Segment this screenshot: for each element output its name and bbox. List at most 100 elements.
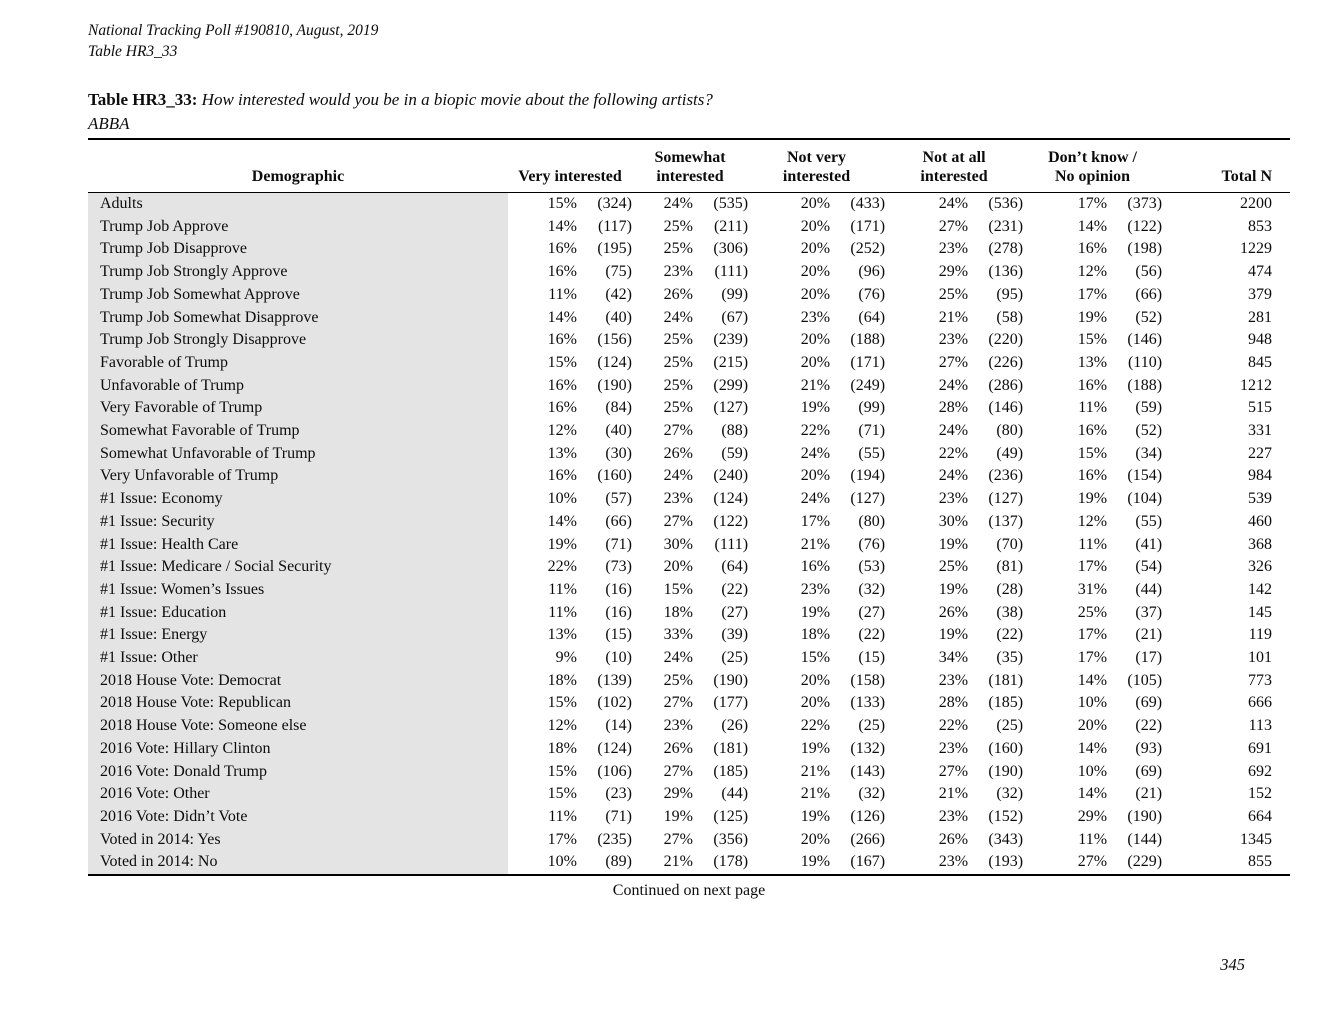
count-cell: (59) (721, 444, 749, 462)
count-cell: (299) (713, 376, 749, 394)
demographic-cell: Trump Job Disapprove (88, 238, 508, 262)
count-cell: (127) (988, 490, 1024, 508)
count-cell: (190) (597, 376, 632, 394)
count-cell: (64) (721, 558, 749, 576)
count-cell: (15) (605, 626, 632, 644)
count-cell: (44) (721, 785, 749, 803)
count-cell: (42) (605, 285, 632, 303)
count-cell: (143) (850, 762, 886, 780)
demographic-cell: 2018 House Vote: Republican (88, 692, 508, 716)
percent-cell: 27% (663, 762, 693, 780)
percent-cell: 11% (1078, 399, 1108, 417)
percent-cell: 23% (938, 490, 969, 508)
percent-cell: 12% (547, 717, 577, 735)
count-cell: (30) (605, 444, 632, 462)
demographic-cell: #1 Issue: Education (88, 601, 508, 625)
percent-cell: 15% (1077, 444, 1108, 462)
table-row: 2016 Vote: Other 15% (23) 29% (44) 21% (32) 21%… (88, 783, 1290, 806)
table-row: Voted in 2014: Yes 17% (235) 27% (356) 20% (26… (88, 828, 1290, 852)
demographic-cell: Somewhat Favorable of Trump (88, 420, 508, 443)
demographic-cell: 2016 Vote: Didn’t Vote (88, 805, 508, 829)
table-row: Trump Job Disapprove 16% (195) 25% (306) 20% (… (88, 238, 1290, 262)
count-cell: (127) (850, 490, 886, 508)
count-cell: (38) (996, 603, 1024, 621)
percent-cell: 15% (547, 762, 577, 780)
percent-cell: 22% (938, 444, 969, 462)
col-header-very-interested: Very interested (508, 139, 632, 193)
percent-cell: 9% (555, 649, 577, 667)
percent-cell: 22% (547, 558, 577, 576)
percent-cell: 25% (938, 285, 969, 303)
percent-cell: 24% (663, 195, 693, 212)
percent-cell: 13% (547, 626, 577, 644)
percent-cell: 26% (663, 444, 693, 462)
table-row: #1 Issue: Energy 13% (15) 33% (39) 18% (22) 19%… (88, 624, 1290, 648)
count-cell: (220) (988, 331, 1024, 349)
percent-cell: 24% (938, 422, 969, 440)
table-title-question: How interested would you be in a biopic … (201, 90, 713, 109)
demographic-cell: 2016 Vote: Donald Trump (88, 760, 508, 784)
col-header-somewhat-interested: Somewhat interested (632, 139, 749, 193)
count-cell: (105) (1127, 671, 1163, 689)
percent-cell: 24% (800, 444, 831, 462)
percent-cell: 18% (547, 671, 577, 689)
count-cell: (193) (988, 853, 1024, 871)
percent-cell: 21% (800, 376, 831, 394)
table-row: Trump Job Somewhat Disapprove 14% (40) 24% (… (88, 306, 1290, 330)
table-row: Favorable of Trump 15% (124) 25% (215) 20% (17… (88, 351, 1290, 375)
count-cell: (53) (858, 558, 886, 576)
percent-cell: 17% (1077, 558, 1108, 576)
percent-cell: 27% (663, 422, 693, 440)
percent-cell: 22% (938, 717, 969, 735)
percent-cell: 26% (938, 603, 969, 621)
table-row: Trump Job Approve 14% (117) 25% (211) 20% (171… (88, 215, 1290, 239)
count-cell: (160) (597, 467, 632, 485)
count-cell: (139) (597, 671, 632, 689)
percent-cell: 25% (663, 240, 693, 258)
count-cell: (21) (1135, 785, 1163, 803)
percent-cell: 14% (1077, 671, 1108, 689)
doc-header-poll-line: National Tracking Poll #190810, August, … (88, 22, 379, 39)
count-cell: (75) (605, 263, 632, 281)
table-row: #1 Issue: Other 9% (10) 24% (25) 15% (15) 34% (3… (88, 647, 1290, 670)
count-cell: (73) (605, 558, 632, 576)
count-cell: (66) (605, 512, 632, 530)
percent-cell: 19% (800, 853, 831, 871)
table-row: Very Unfavorable of Trump 16% (160) 24% (240… (88, 465, 1290, 489)
table-row: Very Favorable of Trump 16% (84) 25% (127) 19… (88, 397, 1290, 421)
table-row: Unfavorable of Trump 16% (190) 25% (299) 21% (… (88, 374, 1290, 398)
percent-cell: 27% (663, 830, 693, 848)
count-cell: (535) (713, 195, 749, 212)
demographic-cell: Somewhat Unfavorable of Trump (88, 442, 508, 466)
table-row: 2018 House Vote: Republican 15% (102) 27% (1… (88, 692, 1290, 716)
percent-cell: 16% (1077, 240, 1108, 258)
table-row: #1 Issue: Education 11% (16) 18% (27) 19% (27)… (88, 601, 1290, 625)
demographic-cell: #1 Issue: Economy (88, 488, 508, 511)
count-cell: (178) (713, 853, 749, 871)
count-cell: (160) (988, 739, 1024, 757)
count-cell: (49) (996, 444, 1024, 462)
table-row: 2018 House Vote: Democrat 18% (139) 25% (190… (88, 669, 1290, 693)
percent-cell: 23% (938, 331, 969, 349)
percent-cell: 16% (1077, 422, 1108, 440)
count-cell: (252) (850, 240, 886, 258)
total-n-cell: 113 (1248, 717, 1273, 735)
count-cell: (25) (996, 717, 1024, 735)
percent-cell: 11% (1078, 830, 1108, 848)
count-cell: (15) (858, 649, 886, 667)
total-n-cell: 845 (1248, 353, 1273, 371)
percent-cell: 20% (800, 263, 831, 281)
total-n-cell: 855 (1248, 853, 1273, 871)
percent-cell: 23% (938, 671, 969, 689)
total-n-cell: 691 (1248, 739, 1273, 757)
total-n-cell: 1212 (1240, 376, 1273, 394)
count-cell: (99) (721, 285, 749, 303)
demographic-cell: Unfavorable of Trump (88, 374, 508, 398)
poll-table: Demographic Very interested Somewhat int… (88, 138, 1291, 876)
count-cell: (111) (714, 535, 749, 553)
demographic-cell: 2016 Vote: Other (88, 783, 508, 806)
percent-cell: 25% (663, 353, 693, 371)
percent-cell: 10% (547, 490, 577, 508)
count-cell: (54) (1135, 558, 1163, 576)
